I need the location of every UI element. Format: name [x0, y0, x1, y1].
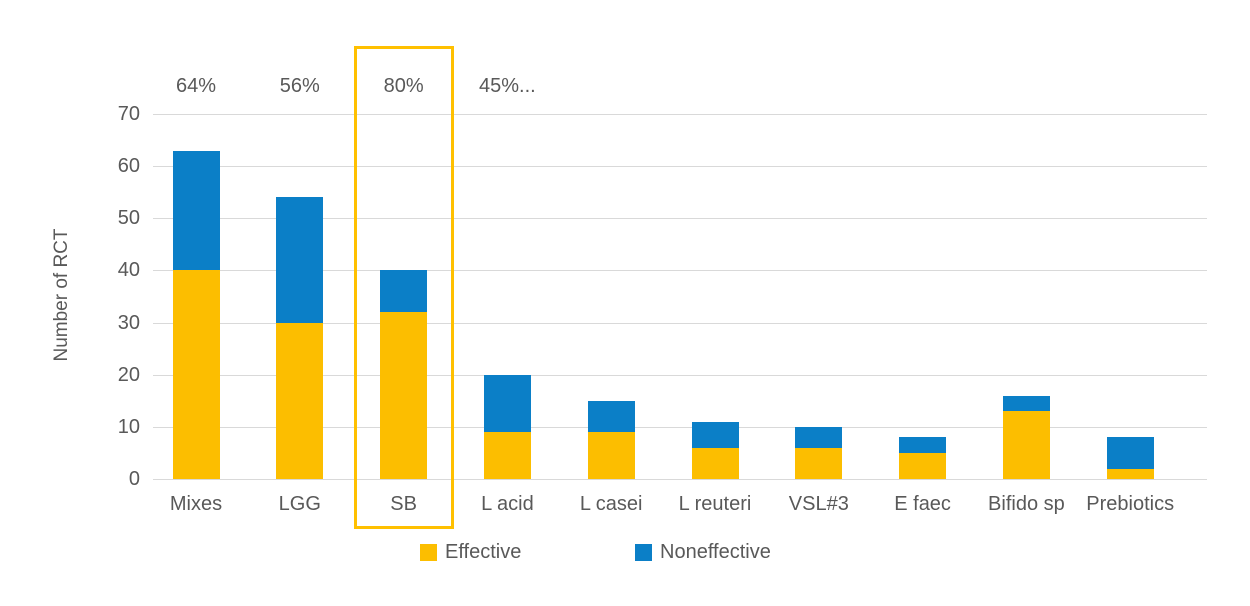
bar-noneffective-0	[172, 150, 220, 271]
bar-noneffective-8	[1002, 395, 1050, 412]
y-tick-label-0: 0	[128, 468, 140, 490]
legend-label-effective: Effective	[445, 541, 522, 563]
bar-effective-8	[1002, 411, 1050, 479]
bar-noneffective-6	[795, 426, 843, 448]
gridline-y-60	[153, 166, 1207, 168]
gridline-y-10	[153, 426, 1207, 428]
x-category-label-8: Bifido sp	[988, 493, 1065, 515]
x-category-label-0: Mixes	[169, 493, 223, 515]
gridline-y-50	[153, 218, 1207, 220]
x-category-label-1: LGG	[278, 493, 321, 515]
bar-noneffective-5	[691, 421, 739, 448]
gridline-y-40	[153, 270, 1207, 272]
percent-label-0: 64%	[175, 75, 217, 97]
y-axis-title: Number of RCT	[51, 228, 72, 362]
y-tick-label-20: 20	[117, 363, 140, 386]
bar-effective-1	[276, 322, 324, 479]
x-category-label-3: L acid	[481, 493, 534, 515]
bar-noneffective-4	[587, 400, 635, 433]
bar-effective-2	[380, 312, 428, 479]
y-tick-label-70: 70	[117, 103, 140, 125]
y-tick-label-60: 60	[117, 155, 140, 178]
y-tick-label-40: 40	[117, 259, 140, 282]
bar-noneffective-7	[899, 437, 947, 453]
x-category-label-2: SB	[390, 493, 417, 515]
gridline-y-70	[153, 114, 1207, 115]
y-tick-label-10: 10	[117, 415, 140, 438]
bar-effective-7	[899, 452, 947, 479]
y-tick-label-30: 30	[117, 311, 140, 334]
effective-swatch-icon	[420, 543, 437, 561]
bar-noneffective-2	[380, 270, 428, 313]
bar-noneffective-3	[483, 374, 531, 433]
highlight-box-sb	[353, 46, 454, 529]
bar-effective-5	[691, 447, 739, 479]
x-category-label-4: L casei	[579, 493, 643, 515]
x-category-label-9: Prebiotics	[1086, 493, 1175, 515]
bar-effective-0	[172, 270, 220, 479]
bar-effective-3	[483, 432, 531, 479]
x-category-label-5: L reuteri	[678, 493, 752, 515]
gridline-y-20	[153, 374, 1207, 376]
percent-label-2: 80%	[383, 75, 424, 97]
bar-effective-9	[1106, 468, 1154, 479]
percent-label-1: 56%	[279, 75, 320, 97]
x-category-label-7: E faec	[894, 493, 951, 515]
bar-effective-4	[587, 432, 635, 479]
y-tick-label-50: 50	[117, 207, 140, 230]
gridline-y-0	[153, 479, 1207, 480]
noneffective-swatch-icon	[635, 543, 652, 561]
legend-label-noneffective: Noneffective	[660, 541, 771, 563]
bar-noneffective-9	[1106, 437, 1154, 469]
legend-item-effective: Effective	[420, 542, 521, 562]
percent-label-3: 45%...	[479, 75, 536, 97]
legend-item-noneffective: Noneffective	[635, 542, 771, 562]
gridline-y-30	[153, 322, 1207, 324]
bar-noneffective-1	[276, 197, 324, 323]
bar-effective-6	[795, 447, 843, 479]
x-category-label-6: VSL#3	[788, 493, 849, 515]
